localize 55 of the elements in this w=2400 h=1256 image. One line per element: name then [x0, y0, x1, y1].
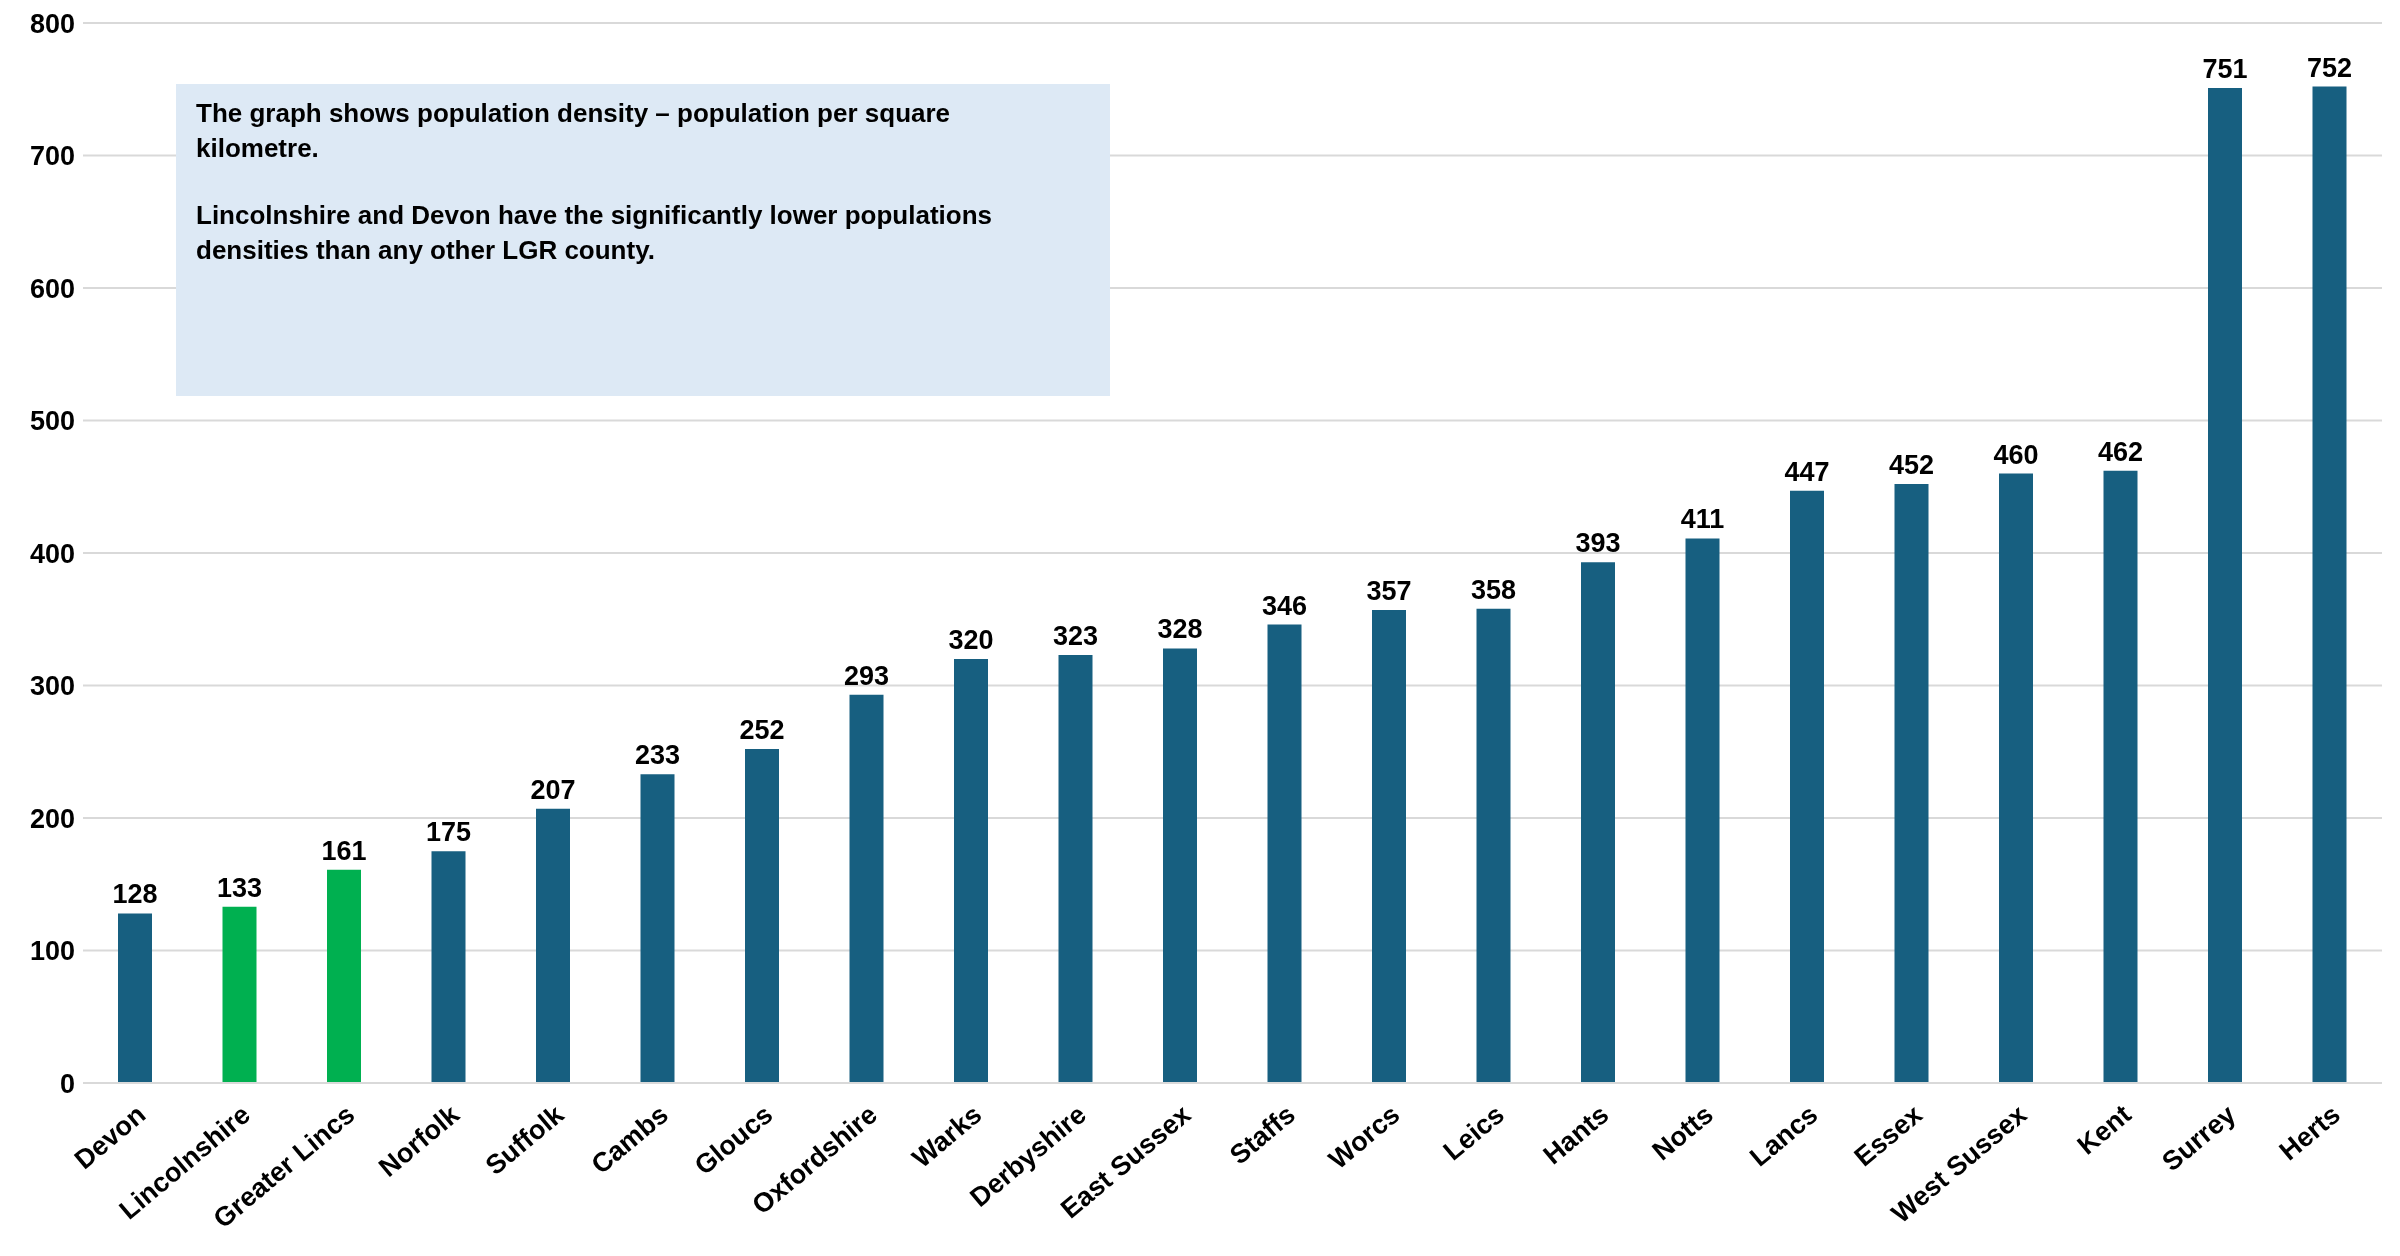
- y-tick-label: 400: [29, 538, 75, 569]
- y-tick-label: 300: [29, 671, 75, 702]
- data-label: 252: [739, 715, 785, 746]
- bar: [1267, 624, 1302, 1083]
- bar: [954, 659, 988, 1083]
- data-label: 320: [948, 625, 994, 655]
- bar: [1476, 608, 1511, 1083]
- data-label: 752: [2306, 52, 2353, 83]
- bar: [1058, 655, 1093, 1083]
- bar: [640, 774, 675, 1083]
- bar: [1894, 484, 1929, 1083]
- data-label: 357: [1366, 575, 1412, 606]
- data-label: 323: [1052, 621, 1099, 652]
- data-label: 358: [1470, 574, 1517, 605]
- data-label: 293: [843, 660, 890, 691]
- y-tick-label: 600: [29, 273, 75, 304]
- data-label: 452: [1888, 450, 1935, 481]
- data-label: 460: [1993, 439, 2039, 470]
- bar: [745, 749, 779, 1083]
- data-label: 328: [1157, 614, 1203, 645]
- y-tick-label: 200: [29, 803, 75, 834]
- bar: [2208, 87, 2242, 1083]
- bar: [2103, 470, 2138, 1083]
- bar: [2312, 86, 2347, 1083]
- data-label: 346: [1261, 590, 1308, 621]
- annotation: Lincolnshire and Devon have the significantly lower populations densities than any other LGR county.: [196, 199, 993, 268]
- bar: [222, 906, 257, 1083]
- data-label: 751: [2202, 53, 2248, 84]
- bar: [536, 808, 570, 1083]
- data-label: 393: [1575, 528, 1621, 559]
- y-tick-label: 500: [29, 406, 75, 437]
- bar: [118, 913, 152, 1083]
- y-tick-label: 800: [29, 8, 75, 39]
- data-label: 207: [530, 774, 576, 805]
- data-label: 161: [321, 835, 367, 866]
- bar: [849, 694, 884, 1083]
- bar: [1581, 562, 1615, 1083]
- bar: [431, 851, 466, 1083]
- bar: [1163, 648, 1197, 1083]
- data-label: 133: [216, 872, 263, 903]
- bar: [1999, 473, 2033, 1083]
- y-tick-label: 100: [29, 936, 75, 967]
- bar: [1685, 538, 1720, 1083]
- data-label: 233: [634, 740, 681, 771]
- data-label: 128: [112, 879, 158, 910]
- data-label: 175: [425, 817, 472, 848]
- y-tick-label: 0: [59, 1068, 75, 1099]
- annotation: The graph shows population density – population per square kilometre.: [196, 97, 952, 166]
- bar: [327, 869, 361, 1083]
- data-label: 462: [2097, 436, 2144, 467]
- y-tick-label: 700: [29, 141, 75, 172]
- bar: [1790, 490, 1824, 1083]
- data-label: 447: [1784, 456, 1830, 487]
- bar: [1372, 609, 1406, 1083]
- data-label: 411: [1680, 504, 1725, 535]
